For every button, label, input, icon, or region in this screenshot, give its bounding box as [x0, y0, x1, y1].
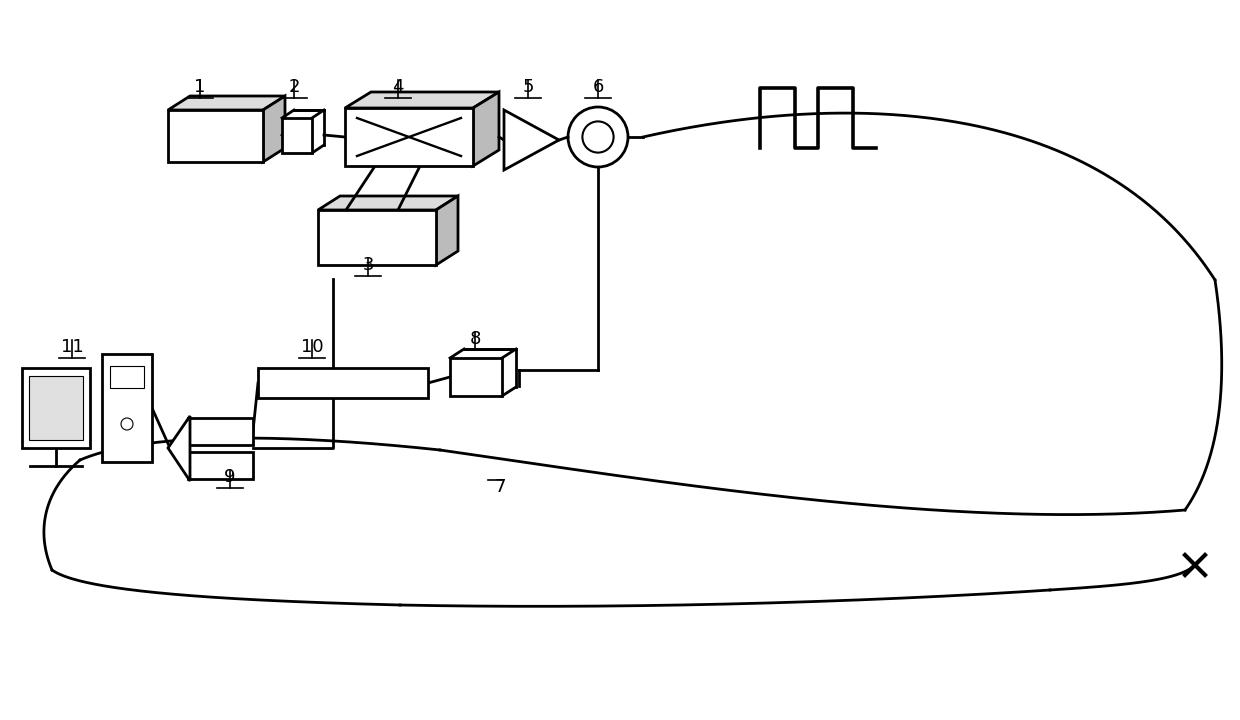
Text: 5: 5 [522, 78, 533, 96]
Polygon shape [110, 366, 144, 388]
Polygon shape [258, 368, 428, 398]
Polygon shape [281, 118, 312, 153]
Polygon shape [317, 210, 436, 265]
Text: 8: 8 [469, 330, 481, 348]
Polygon shape [188, 418, 253, 445]
Circle shape [122, 418, 133, 430]
Text: 10: 10 [300, 338, 324, 356]
Polygon shape [167, 416, 190, 481]
Text: 7: 7 [495, 478, 506, 496]
Text: 2: 2 [288, 78, 300, 96]
Polygon shape [29, 376, 83, 440]
Polygon shape [450, 358, 502, 396]
Text: 11: 11 [61, 338, 83, 356]
Polygon shape [102, 354, 153, 462]
Polygon shape [436, 196, 458, 265]
Polygon shape [188, 452, 253, 479]
Text: 3: 3 [362, 256, 373, 274]
Polygon shape [503, 110, 559, 170]
Polygon shape [22, 368, 91, 448]
Text: 4: 4 [392, 78, 404, 96]
Polygon shape [472, 92, 498, 166]
Polygon shape [345, 92, 498, 108]
Polygon shape [345, 108, 472, 166]
Text: 9: 9 [224, 468, 236, 486]
Polygon shape [167, 110, 263, 162]
Polygon shape [167, 96, 285, 110]
Polygon shape [263, 96, 285, 162]
Polygon shape [317, 196, 458, 210]
Text: 6: 6 [593, 78, 604, 96]
Text: 1: 1 [195, 78, 206, 96]
